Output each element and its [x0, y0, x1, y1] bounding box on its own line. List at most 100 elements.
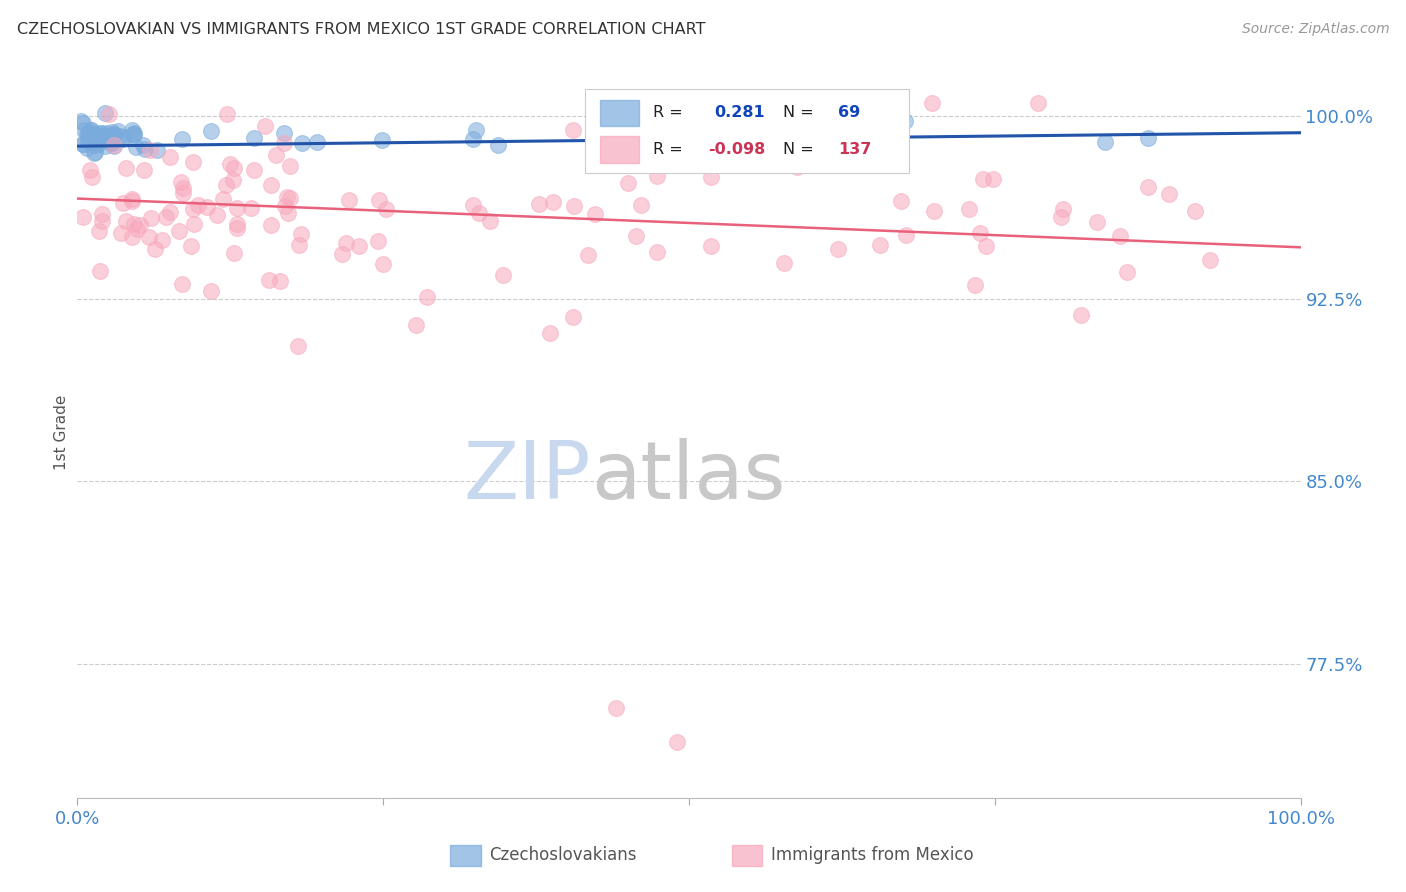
Point	[583, 207, 606, 221]
Point	[226, 201, 249, 215]
Point	[665, 735, 688, 749]
Point	[287, 339, 309, 353]
Point	[974, 238, 997, 252]
Text: -0.098: -0.098	[709, 142, 766, 157]
Point	[138, 143, 160, 157]
FancyBboxPatch shape	[731, 845, 762, 865]
Point	[645, 245, 668, 260]
Point	[1198, 252, 1220, 267]
Point	[981, 172, 1004, 186]
Point	[1136, 130, 1159, 145]
Y-axis label: 1st Grade: 1st Grade	[53, 395, 69, 470]
Point	[1116, 265, 1139, 279]
Point	[103, 139, 125, 153]
Point	[368, 193, 391, 207]
Point	[181, 202, 204, 216]
Point	[172, 132, 194, 146]
Point	[752, 125, 775, 139]
Point	[605, 701, 627, 715]
Point	[94, 129, 117, 144]
Point	[1052, 202, 1074, 216]
Point	[134, 142, 156, 156]
Point	[70, 114, 93, 128]
Point	[464, 123, 486, 137]
Point	[1108, 228, 1130, 243]
Point	[146, 143, 169, 157]
Point	[112, 129, 135, 144]
Point	[83, 127, 105, 141]
Point	[89, 127, 111, 141]
Point	[89, 264, 111, 278]
Point	[260, 178, 283, 192]
Point	[170, 175, 193, 189]
Point	[101, 126, 124, 140]
Point	[76, 141, 98, 155]
Point	[94, 139, 117, 153]
Point	[645, 169, 668, 184]
Text: CZECHOSLOVAKIAN VS IMMIGRANTS FROM MEXICO 1ST GRADE CORRELATION CHART: CZECHOSLOVAKIAN VS IMMIGRANTS FROM MEXIC…	[17, 22, 706, 37]
Point	[893, 114, 915, 128]
Point	[278, 159, 301, 173]
Point	[405, 318, 427, 332]
Point	[921, 96, 943, 111]
Point	[957, 202, 980, 216]
Point	[827, 242, 849, 256]
Point	[121, 229, 143, 244]
Point	[260, 218, 283, 232]
Point	[132, 137, 155, 152]
Point	[212, 192, 235, 206]
Point	[187, 198, 209, 212]
Point	[478, 214, 501, 228]
Text: N =: N =	[783, 142, 820, 157]
Point	[80, 123, 103, 137]
Point	[132, 162, 155, 177]
Point	[91, 207, 114, 221]
Point	[72, 136, 94, 151]
Point	[617, 176, 640, 190]
Point	[77, 135, 100, 149]
Point	[98, 107, 121, 121]
Point	[218, 157, 240, 171]
FancyBboxPatch shape	[450, 845, 481, 865]
Point	[94, 106, 117, 120]
Point	[562, 310, 585, 324]
Point	[83, 128, 105, 142]
FancyBboxPatch shape	[585, 89, 910, 173]
Point	[89, 224, 111, 238]
Point	[72, 137, 94, 152]
Point	[242, 162, 264, 177]
Point	[1184, 204, 1206, 219]
Text: R =: R =	[654, 105, 689, 120]
Text: 69: 69	[838, 105, 860, 120]
Point	[125, 222, 148, 236]
Point	[79, 162, 101, 177]
Point	[278, 191, 301, 205]
Point	[264, 148, 287, 162]
Point	[922, 204, 945, 219]
Point	[172, 186, 194, 200]
Point	[138, 230, 160, 244]
Point	[83, 137, 105, 152]
Point	[101, 136, 124, 150]
Point	[276, 190, 298, 204]
Point	[1094, 136, 1116, 150]
Point	[273, 127, 295, 141]
Point	[337, 193, 360, 207]
Point	[72, 115, 94, 129]
Point	[287, 238, 309, 252]
Point	[121, 123, 143, 137]
Point	[114, 161, 136, 175]
Point	[112, 131, 135, 145]
Point	[239, 201, 262, 215]
Point	[84, 145, 107, 159]
Point	[77, 125, 100, 139]
Point	[83, 145, 105, 160]
Point	[972, 172, 994, 186]
Point	[605, 117, 627, 131]
Point	[700, 239, 723, 253]
Point	[87, 129, 110, 144]
Point	[124, 140, 146, 154]
Text: 137: 137	[838, 142, 872, 157]
Point	[103, 128, 125, 142]
Point	[96, 126, 118, 140]
